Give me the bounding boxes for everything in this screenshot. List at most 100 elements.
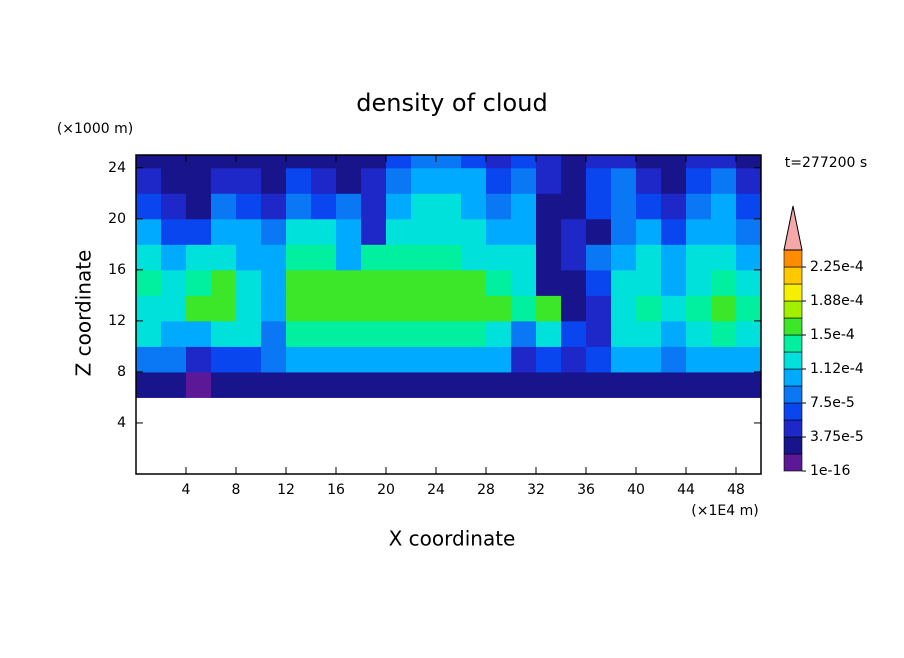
- heat-cell: [561, 155, 587, 169]
- x-tick-label: 48: [727, 482, 745, 498]
- heat-cell: [661, 346, 687, 373]
- heat-cell: [386, 193, 412, 220]
- heat-cell: [411, 193, 437, 220]
- heat-cell: [536, 193, 562, 220]
- heat-cell: [236, 269, 262, 296]
- heat-cell: [211, 155, 237, 169]
- heat-cell: [436, 346, 462, 373]
- x-axis-label: X coordinate: [389, 527, 516, 551]
- heat-cell: [286, 269, 312, 296]
- heat-cell: [136, 167, 162, 194]
- heat-cell: [161, 218, 187, 245]
- heat-cell: [261, 167, 287, 194]
- heat-cell: [536, 218, 562, 245]
- heat-cell: [236, 155, 262, 169]
- y-tick-label: 12: [108, 313, 126, 329]
- heat-cell: [711, 244, 737, 271]
- heat-cell: [336, 218, 362, 245]
- heat-cell: [711, 346, 737, 373]
- heat-cell: [186, 218, 212, 245]
- heat-cell: [411, 244, 437, 271]
- heat-cell: [411, 346, 437, 373]
- heat-cell: [286, 244, 312, 271]
- heat-cell: [461, 244, 487, 271]
- heat-cell: [236, 244, 262, 271]
- heat-cell: [311, 346, 337, 373]
- heat-cell: [736, 155, 761, 169]
- heat-cell: [261, 193, 287, 220]
- heat-cell: [611, 167, 637, 194]
- heat-cell: [361, 244, 387, 271]
- colorbar-label: 1e-16: [810, 463, 850, 479]
- heat-cell: [311, 320, 337, 347]
- heat-cell: [361, 371, 387, 398]
- x-tick-label: 32: [527, 482, 545, 498]
- heat-cell: [486, 193, 512, 220]
- heat-cell: [711, 295, 737, 322]
- heat-cell: [711, 155, 737, 169]
- colorbar-label: 2.25e-4: [810, 259, 864, 275]
- x-tick-label: 20: [377, 482, 395, 498]
- heat-cell: [611, 269, 637, 296]
- heat-cell: [311, 218, 337, 245]
- heat-cell: [686, 295, 712, 322]
- heat-cell: [386, 320, 412, 347]
- heat-cell: [311, 269, 337, 296]
- heat-cell: [686, 371, 712, 398]
- heat-cell: [561, 371, 587, 398]
- colorbar-band: [783, 266, 803, 285]
- heat-cell: [411, 371, 437, 398]
- heat-cell: [661, 167, 687, 194]
- heat-cell: [711, 193, 737, 220]
- heat-cell: [436, 167, 462, 194]
- heat-cell: [261, 346, 287, 373]
- x-tick-label: 8: [232, 482, 241, 498]
- heat-cell: [611, 320, 637, 347]
- heat-cell: [411, 218, 437, 245]
- heat-cell: [436, 371, 462, 398]
- heat-cell: [711, 269, 737, 296]
- heat-cell: [311, 371, 337, 398]
- heat-cell: [586, 269, 612, 296]
- heat-cell: [661, 269, 687, 296]
- heat-cell: [736, 320, 761, 347]
- heat-cell: [611, 295, 637, 322]
- heat-cell: [661, 371, 687, 398]
- colorbar-extend: [783, 205, 803, 251]
- heat-cell: [486, 269, 512, 296]
- heat-cell: [286, 155, 312, 169]
- plot-frame: [135, 154, 762, 475]
- heat-cell: [586, 320, 612, 347]
- heat-cell: [361, 269, 387, 296]
- heat-cell: [461, 167, 487, 194]
- x-tick-label: 12: [277, 482, 295, 498]
- annotation: t=277200 s: [785, 155, 867, 171]
- heat-cell: [461, 346, 487, 373]
- heat-cell: [386, 155, 412, 169]
- heat-cell: [311, 244, 337, 271]
- heat-cell: [586, 295, 612, 322]
- heat-cell: [186, 295, 212, 322]
- heat-cell: [361, 295, 387, 322]
- colorbar-label: 1.5e-4: [810, 327, 855, 343]
- heat-cell: [736, 295, 761, 322]
- heat-cell: [511, 269, 537, 296]
- heat-cell: [686, 218, 712, 245]
- heat-cell: [361, 346, 387, 373]
- heat-cell: [161, 269, 187, 296]
- heat-cell: [586, 193, 612, 220]
- heat-cell: [486, 155, 512, 169]
- heat-cell: [211, 320, 237, 347]
- heat-cell: [511, 218, 537, 245]
- heat-cell: [461, 155, 487, 169]
- colorbar-band: [783, 351, 803, 370]
- heat-cell: [711, 371, 737, 398]
- heat-cell: [236, 346, 262, 373]
- heat-cell: [511, 371, 537, 398]
- heat-cell: [686, 244, 712, 271]
- heat-cell: [661, 295, 687, 322]
- heat-cell: [136, 218, 162, 245]
- heat-cell: [411, 269, 437, 296]
- heat-cell: [311, 193, 337, 220]
- heat-cell: [561, 269, 587, 296]
